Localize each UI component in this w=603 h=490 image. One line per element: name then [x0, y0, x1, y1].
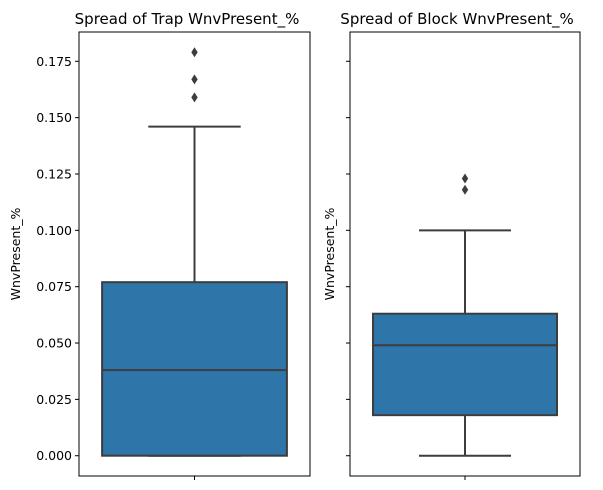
outlier-point	[461, 173, 469, 184]
chart-title: Spread of Block WnvPresent_%	[340, 10, 573, 29]
chart-title: Spread of Trap WnvPresent_%	[75, 10, 300, 29]
block-boxplot-panel: Spread of Block WnvPresent_% WnvPresent_%	[322, 10, 581, 480]
outlier-point	[191, 74, 198, 85]
y-tick-label: 0.150	[36, 110, 72, 125]
y-tick-label: 0.175	[36, 54, 72, 69]
outlier-point	[191, 92, 198, 103]
outlier-point	[461, 184, 469, 195]
y-tick-label: 0.100	[36, 223, 72, 238]
y-tick-label: 0.125	[36, 166, 72, 181]
y-tick-label: 0.000	[36, 448, 72, 463]
iqr-box	[101, 281, 288, 457]
y-axis-label: WnvPresent_%	[8, 208, 23, 301]
plot-frame	[349, 31, 581, 477]
y-tick-label: 0.025	[36, 392, 72, 407]
y-tick-label: 0.050	[36, 336, 72, 351]
y-axis-label: WnvPresent_%	[322, 208, 337, 301]
trap-boxplot-panel: 0.000 0.025 0.050 0.075 0.100 0.125 0.150 0.175…	[8, 10, 311, 480]
iqr-box	[372, 312, 558, 417]
outlier-point	[191, 47, 198, 58]
plot-frame	[78, 31, 311, 477]
y-tick-label: 0.075	[36, 279, 72, 294]
